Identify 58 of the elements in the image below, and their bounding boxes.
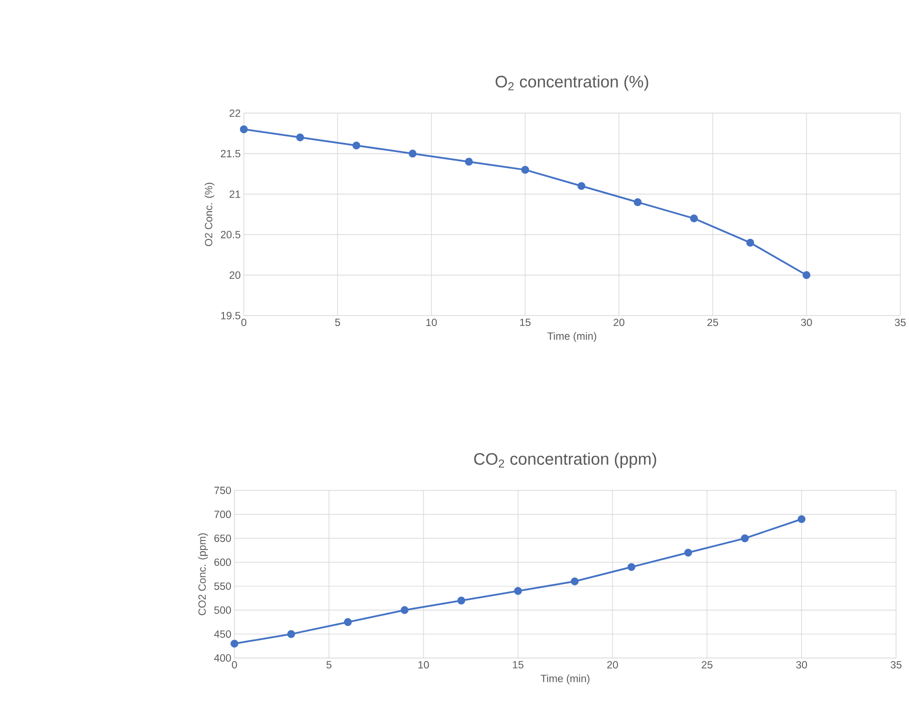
y-tick-label: 700: [214, 510, 231, 518]
x-axis-title: Time (min): [540, 674, 590, 684]
x-tick-label: 35: [894, 318, 906, 326]
x-tick-label: 30: [801, 318, 812, 326]
point: [521, 166, 530, 174]
x-tick-label: 35: [890, 660, 902, 668]
point: [746, 238, 754, 246]
point: [514, 586, 522, 595]
chart-title: CO$_{2}$ concentration (ppm): [474, 452, 656, 468]
point: [798, 514, 806, 523]
x-axis-title: Time (min): [547, 332, 596, 342]
chart-title: O$_{2}$ concentration (%): [496, 75, 648, 91]
x-tick-label: 20: [607, 660, 618, 668]
y-tick-label: 650: [214, 534, 231, 542]
y-tick-label: 400: [214, 654, 231, 662]
point: [684, 548, 692, 556]
point: [344, 618, 352, 626]
x-tick-label: 5: [326, 660, 332, 668]
point: [457, 596, 466, 604]
point: [570, 577, 579, 586]
y-tick-label: 600: [214, 558, 231, 566]
x-tick-label: 15: [520, 318, 531, 326]
x-tick-label: 5: [335, 318, 340, 326]
y-tick-label: 22: [230, 109, 240, 117]
x-tick-label: 0: [232, 660, 237, 668]
y-tick-label: 21: [230, 190, 240, 198]
x-tick-label: 15: [512, 660, 524, 668]
point: [287, 630, 296, 638]
y-axis-title: CO2 Conc. (ppm): [198, 533, 208, 615]
y-tick-label: 21.5: [220, 150, 240, 158]
y-tick-label: 550: [214, 582, 231, 590]
point: [628, 562, 636, 571]
point: [230, 639, 238, 648]
point: [240, 125, 248, 134]
point: [577, 182, 586, 190]
point: [740, 534, 749, 542]
point: [352, 141, 360, 150]
point: [464, 158, 473, 166]
point: [400, 606, 409, 614]
y-tick-label: 20.5: [220, 230, 240, 238]
x-tick-label: 30: [796, 660, 808, 668]
y-tick-label: 450: [214, 630, 231, 638]
y-tick-label: 750: [214, 486, 231, 494]
x-tick-label: 10: [418, 660, 429, 668]
x-tick-label: 25: [702, 660, 712, 668]
point: [802, 270, 810, 279]
x-tick-label: 20: [614, 318, 624, 326]
x-tick-label: 10: [426, 318, 437, 326]
point: [408, 149, 417, 158]
x-tick-label: 0: [241, 318, 246, 326]
x-tick-label: 25: [707, 318, 718, 326]
point: [296, 133, 304, 142]
y-axis-title: O2 Conc. (%): [204, 182, 214, 246]
point: [634, 198, 642, 206]
point: [690, 214, 698, 222]
y-tick-label: 500: [214, 606, 231, 614]
y-tick-label: 19.5: [221, 312, 240, 320]
y-tick-label: 20: [230, 271, 240, 279]
